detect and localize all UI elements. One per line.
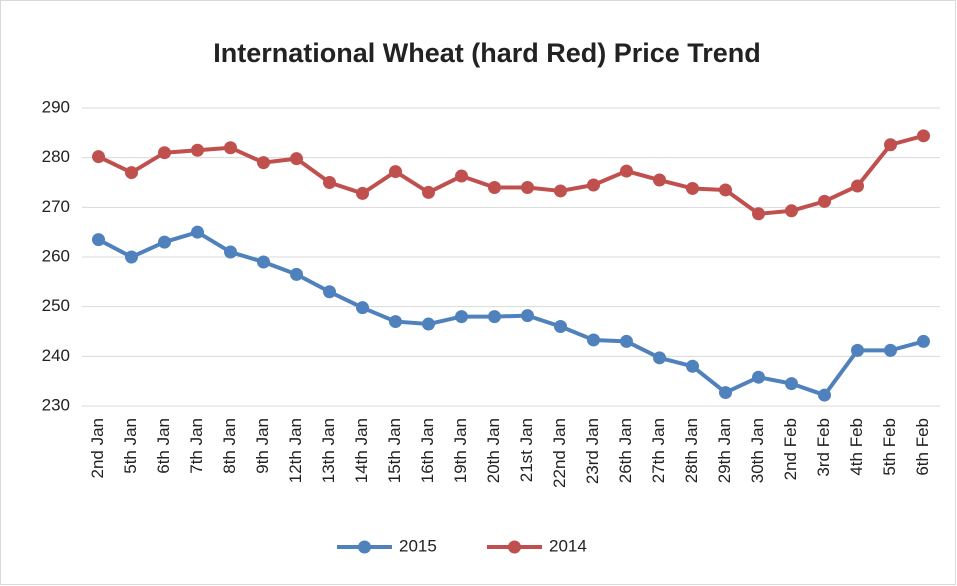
data-point [884,138,897,152]
x-tick-label: 23rd Jan [583,418,602,484]
data-point [653,351,666,365]
data-point [224,141,237,155]
x-tick-label: 13th Jan [319,418,338,483]
y-tick-label: 230 [42,395,70,414]
legend-label: 2014 [549,536,587,555]
x-tick-label: 8th Jan [220,418,239,474]
x-tick-label: 5th Feb [880,418,899,476]
y-tick-label: 290 [42,97,70,116]
data-point [455,310,468,324]
x-tick-label: 29th Jan [715,418,734,483]
data-point [719,386,732,400]
legend-marker [508,540,521,554]
x-tick-label: 6th Jan [154,418,173,474]
x-tick-label: 12th Jan [286,418,305,483]
data-point [620,334,633,348]
data-point [389,165,402,179]
data-point [356,301,369,315]
data-point [785,204,798,218]
x-tick-label: 5th Jan [121,418,140,474]
data-point [752,370,765,384]
x-tick-label: 21st Jan [517,418,536,482]
data-point [488,310,501,324]
data-point [488,180,501,194]
data-point [785,377,798,391]
data-point [620,164,633,178]
x-tick-label: 6th Feb [913,418,932,476]
data-point [884,343,897,357]
data-point [257,156,270,170]
y-tick-label: 260 [42,246,70,265]
y-tick-label: 270 [42,197,70,216]
legend-label: 2015 [399,536,437,555]
x-tick-label: 28th Jan [682,418,701,483]
data-point [191,143,204,157]
data-point [257,255,270,269]
data-point [356,186,369,200]
x-tick-label: 22nd Jan [550,418,569,488]
data-point [455,169,468,183]
x-tick-label: 15th Jan [385,418,404,483]
data-point [191,225,204,239]
data-point [686,359,699,373]
data-point [587,178,600,192]
x-tick-label: 30th Jan [748,418,767,483]
x-tick-label: 2nd Jan [88,418,107,479]
data-point [125,250,138,264]
chart-title: International Wheat (hard Red) Price Tre… [213,38,761,68]
x-tick-label: 3rd Feb [814,418,833,477]
y-tick-label: 240 [42,346,70,365]
data-point [224,245,237,259]
x-tick-label: 14th Jan [352,418,371,483]
x-tick-label: 19th Jan [451,418,470,483]
data-point [290,267,303,281]
data-point [686,181,699,195]
data-point [92,233,105,247]
x-tick-label: 27th Jan [649,418,668,483]
data-point [422,317,435,331]
data-point [158,146,171,160]
data-point [92,150,105,164]
x-tick-label: 2nd Feb [781,418,800,480]
x-tick-label: 7th Jan [187,418,206,474]
data-point [818,194,831,208]
data-point [752,207,765,221]
data-point [125,166,138,180]
data-point [554,320,567,334]
y-tick-label: 250 [42,296,70,315]
x-tick-label: 26th Jan [616,418,635,483]
data-point [917,129,930,143]
data-point [290,152,303,166]
data-point [521,180,534,194]
legend-marker [358,540,371,554]
data-point [389,315,402,329]
data-point [554,184,567,198]
x-tick-label: 9th Jan [253,418,272,474]
data-point [587,333,600,347]
data-point [917,334,930,348]
data-point [851,343,864,357]
data-point [818,388,831,402]
x-tick-label: 4th Feb [847,418,866,476]
data-point [521,309,534,323]
x-tick-label: 16th Jan [418,418,437,483]
y-tick-label: 280 [42,147,70,166]
data-point [653,173,666,187]
data-point [719,183,732,197]
data-point [323,285,336,299]
data-point [323,176,336,189]
data-point [851,179,864,193]
x-tick-label: 20th Jan [484,418,503,483]
data-point [422,185,435,199]
data-point [158,235,171,249]
